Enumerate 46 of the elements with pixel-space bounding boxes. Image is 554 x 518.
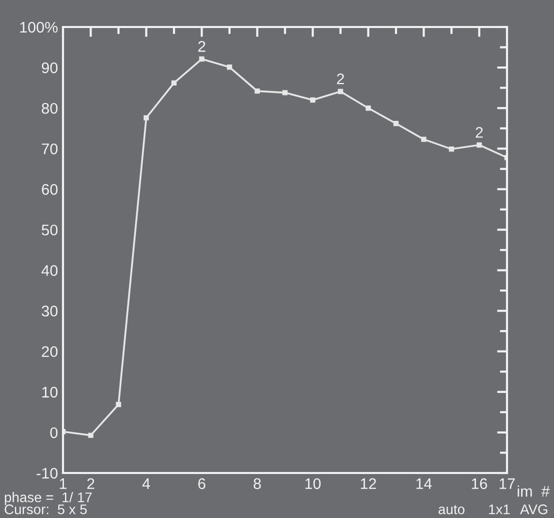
y-tick-label: -10 — [36, 468, 58, 479]
annotation: 2 — [198, 41, 206, 52]
point — [254, 88, 260, 94]
y-tick-label: 60 — [42, 184, 58, 195]
point — [310, 97, 316, 103]
point — [88, 432, 94, 438]
y-tick-label: 70 — [42, 144, 58, 154]
point — [226, 64, 232, 70]
y-tick-label: 30 — [42, 306, 58, 317]
x-tick-label: 17 — [500, 478, 515, 489]
x-tick-label: 10 — [305, 478, 321, 490]
point — [282, 90, 288, 96]
x-tick-label: 16 — [472, 478, 488, 490]
x-tick-label: 2 — [87, 478, 94, 489]
point — [171, 80, 177, 86]
point — [366, 105, 371, 111]
y-tick-label: 100% — [20, 22, 58, 33]
y-tick-label: 0 — [50, 427, 58, 438]
text: auto — [438, 505, 464, 514]
point — [476, 142, 482, 148]
y-tick-label: 40 — [42, 265, 58, 276]
annotation: 2 — [337, 73, 344, 84]
text: phase = 1/ 17 — [4, 492, 92, 505]
x-tick-label: 4 — [142, 478, 150, 489]
x-tick-label: 14 — [416, 478, 432, 489]
y-tick-label: 50 — [42, 224, 58, 236]
point — [116, 402, 122, 408]
text: Cursor: 5 x 5 — [4, 504, 87, 514]
y-tick-label: 20 — [42, 346, 58, 358]
point — [448, 146, 454, 152]
text: 1x1 — [489, 504, 510, 514]
point — [393, 120, 399, 126]
annotation: 2 — [476, 126, 483, 138]
y-tick-label: 10 — [42, 386, 58, 398]
y-tick-label: 80 — [42, 102, 58, 114]
x-tick-label: 12 — [360, 478, 376, 489]
point — [338, 88, 344, 94]
point — [144, 115, 149, 120]
point — [199, 56, 204, 62]
x-tick-label: 1 — [60, 478, 67, 489]
x-axis-title: im # — [518, 486, 550, 497]
y-tick-label: 90 — [42, 62, 58, 74]
text: AVG — [520, 504, 548, 514]
x-tick-label: 6 — [198, 478, 206, 490]
point — [421, 136, 426, 142]
x-tick-label: 8 — [254, 478, 261, 490]
